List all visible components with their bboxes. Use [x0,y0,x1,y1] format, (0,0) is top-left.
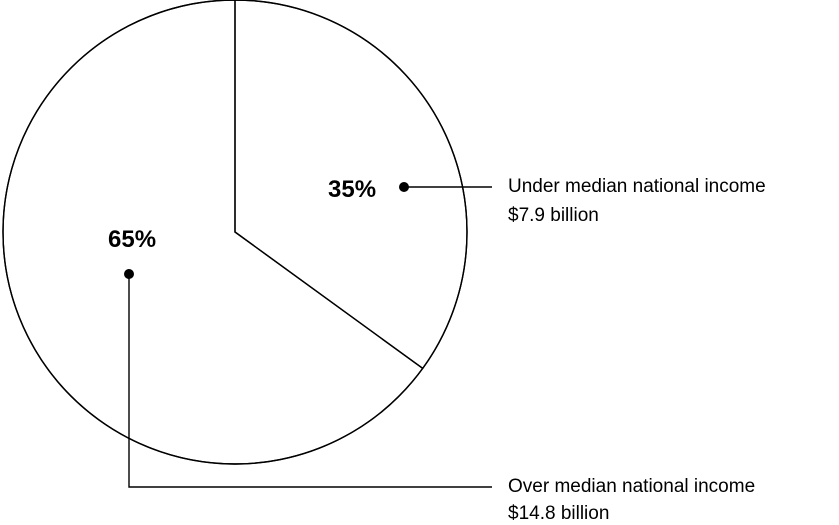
pie-slice-over-median [2,0,424,465]
callout-line-over-median [128,274,492,488]
slice-percent-under-median: 35% [328,176,376,203]
slice-label-over-median: Over median national income [508,476,755,497]
slice-amount-under-median: $7.9 billion [508,205,599,226]
slice-percent-over-median: 65% [108,226,156,253]
pie-slice-under-median [234,0,468,370]
slice-label-under-median: Under median national income [508,176,766,197]
slice-amount-over-median: $14.8 billion [508,503,609,524]
